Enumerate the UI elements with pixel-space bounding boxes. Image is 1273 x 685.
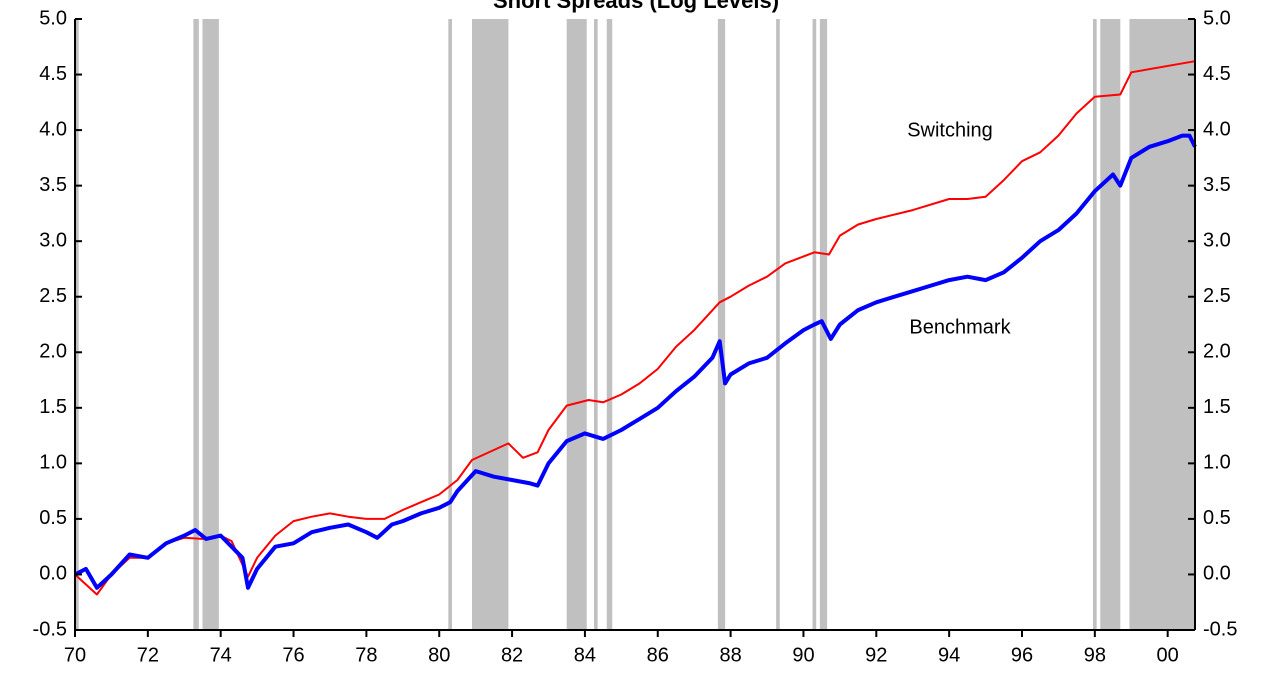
shaded-region (776, 19, 780, 630)
y-tick-label: 3.0 (39, 229, 67, 251)
y-tick-label: 0.0 (39, 563, 67, 585)
annotation: Switching (907, 119, 993, 141)
x-tick-label: 82 (501, 644, 523, 666)
x-tick-label: 70 (64, 644, 86, 666)
y2-tick-label: 0.5 (1203, 507, 1231, 529)
y2-tick-label: 3.5 (1203, 174, 1231, 196)
y-tick-label: 4.0 (39, 118, 67, 140)
x-tick-label: 74 (210, 644, 232, 666)
y2-tick-label: 4.0 (1203, 118, 1231, 140)
y-tick-label: 2.0 (39, 341, 67, 363)
x-tick-label: 96 (1011, 644, 1033, 666)
x-tick-label: 98 (1084, 644, 1106, 666)
x-tick-label: 86 (647, 644, 669, 666)
x-tick-label: 92 (865, 644, 887, 666)
x-tick-label: 72 (137, 644, 159, 666)
shaded-region (717, 19, 726, 630)
y-tick-label: 1.5 (39, 396, 67, 418)
x-tick-label: 00 (1157, 644, 1179, 666)
y2-tick-label: 1.5 (1203, 396, 1231, 418)
x-tick-label: 94 (938, 644, 960, 666)
shaded-region (193, 19, 199, 630)
y-tick-label: 4.5 (39, 63, 67, 85)
annotation: Benchmark (909, 316, 1011, 338)
chart-title: Short Spreads (Log Levels) (493, 0, 779, 13)
y2-tick-label: -0.5 (1203, 618, 1237, 640)
shaded-region (448, 19, 452, 630)
shaded-region (1100, 19, 1121, 630)
y-tick-label: 1.0 (39, 452, 67, 474)
shaded-region (594, 19, 598, 630)
y-tick-label: 5.0 (39, 7, 67, 29)
y2-tick-label: 1.0 (1203, 452, 1231, 474)
shaded-region (606, 19, 613, 630)
shaded-region (1093, 19, 1097, 630)
shaded-region (566, 19, 587, 630)
y-tick-label: 3.5 (39, 174, 67, 196)
shaded-region (202, 19, 219, 630)
x-tick-label: 84 (574, 644, 596, 666)
x-tick-label: 80 (428, 644, 450, 666)
line-series (74, 60, 1196, 596)
shaded-region (75, 19, 79, 630)
y2-tick-label: 2.5 (1203, 285, 1231, 307)
y2-tick-label: 4.5 (1203, 63, 1231, 85)
x-tick-label: 76 (282, 644, 304, 666)
x-tick-label: 88 (719, 644, 741, 666)
y2-tick-label: 2.0 (1203, 341, 1231, 363)
y2-tick-label: 0.0 (1203, 563, 1231, 585)
y2-tick-label: 3.0 (1203, 229, 1231, 251)
line-series (74, 133, 1197, 590)
shaded-region (1129, 19, 1195, 630)
shaded-region (472, 19, 509, 630)
y-tick-label: 2.5 (39, 285, 67, 307)
y-tick-label: 0.5 (39, 507, 67, 529)
x-tick-label: 78 (355, 644, 377, 666)
y-tick-label: -0.5 (33, 618, 67, 640)
x-tick-label: 90 (792, 644, 814, 666)
y2-tick-label: 5.0 (1203, 7, 1231, 29)
